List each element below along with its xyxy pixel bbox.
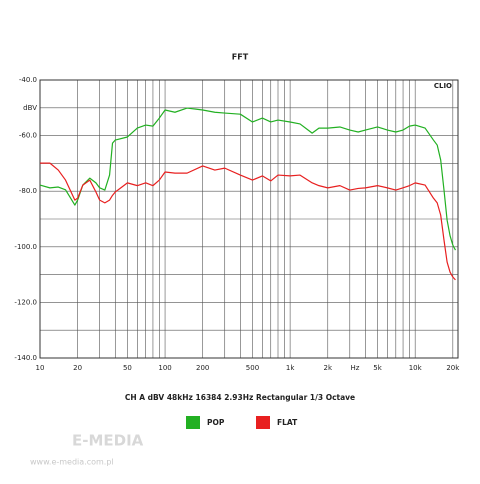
legend-swatch <box>256 416 270 429</box>
x-tick-label: 100 <box>158 364 171 372</box>
watermark-url: www.e-media.com.pl <box>30 458 114 467</box>
x-tick-label: 1k <box>286 364 295 372</box>
watermark-brand: E-MEDIA <box>72 432 144 450</box>
x-tick-label: 10k <box>409 364 423 372</box>
chart-title: FFT <box>232 53 249 62</box>
y-axis-label: dBV <box>23 104 37 112</box>
x-tick-label: 20 <box>73 364 82 372</box>
legend-swatch <box>186 416 200 429</box>
series-line <box>40 162 456 281</box>
x-tick-label: 200 <box>196 364 209 372</box>
x-unit-label: Hz <box>350 364 359 372</box>
brand-label: CLIO <box>434 82 452 90</box>
x-tick-label: 50 <box>123 364 132 372</box>
footer: CH A dBV 48kHz 16384 2.93Hz Rectangular … <box>125 393 355 402</box>
y-tick-label: -80.0 <box>19 187 37 195</box>
y-tick-label: -100.0 <box>14 243 37 251</box>
plot-frame <box>39 79 459 359</box>
y-tick-label: -40.0 <box>19 76 37 84</box>
x-tick-label: 5k <box>373 364 382 372</box>
legend-label: FLAT <box>277 418 298 427</box>
x-tick-label: 2k <box>324 364 333 372</box>
x-tick-label: 500 <box>246 364 259 372</box>
y-tick-label: -120.0 <box>14 298 37 306</box>
x-tick-label: 20k <box>446 364 460 372</box>
series-line <box>39 107 457 251</box>
y-tick-label: -140.0 <box>14 354 37 362</box>
y-tick-label: -60.0 <box>19 132 37 140</box>
legend-label: POP <box>207 418 225 427</box>
x-tick-label: 10 <box>36 364 45 372</box>
